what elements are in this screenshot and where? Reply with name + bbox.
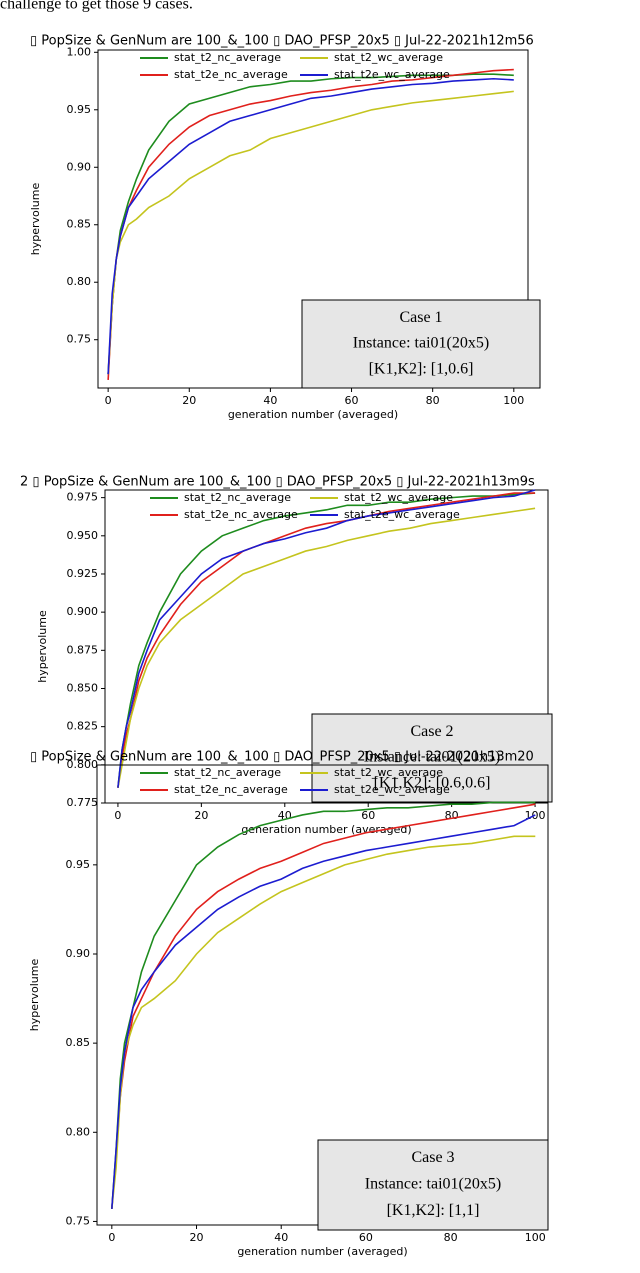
x-tick-label: 0 <box>114 809 121 822</box>
caption-fragment: challenge to get those 9 cases. <box>0 0 193 13</box>
annotation-text: Instance: tai01(20x5) <box>365 1176 501 1193</box>
series-line <box>111 803 536 1210</box>
annotation-text: [K1,K2]: [1,1] <box>387 1202 480 1219</box>
annotation-box <box>311 713 553 803</box>
series-line <box>111 814 536 1210</box>
annotation-text: [K1,K2]: [0.6,0.6] <box>374 775 491 792</box>
y-tick-label: 0.90 <box>66 947 91 960</box>
y-axis-label: hypervolume <box>28 959 41 1032</box>
x-tick-label: 80 <box>444 1231 458 1244</box>
x-tick-label: 80 <box>426 394 440 407</box>
y-tick-label: 0.75 <box>67 333 92 346</box>
legend-label: stat_t2_wc_average <box>334 51 443 64</box>
annotation-text: Instance: tai01(20x5) <box>364 749 500 766</box>
series-line <box>117 489 536 788</box>
x-tick-label: 100 <box>525 1231 546 1244</box>
chart-title: 2 ▯ PopSize & GenNum are 100_&_100 ▯ DAO… <box>20 475 535 490</box>
annotation-text: Instance: tai01(20x5) <box>353 335 489 352</box>
y-tick-label: 0.85 <box>67 218 92 231</box>
y-axis-label: hypervolume <box>29 183 42 256</box>
y-tick-label: 0.80 <box>66 1125 91 1138</box>
series-line <box>111 835 536 1210</box>
x-tick-label: 20 <box>182 394 196 407</box>
annotation-box <box>317 1139 549 1231</box>
x-tick-label: 20 <box>194 809 208 822</box>
series-line <box>117 492 536 788</box>
y-tick-label: 0.95 <box>67 103 92 116</box>
x-tick-label: 60 <box>359 1231 373 1244</box>
x-tick-label: 40 <box>263 394 277 407</box>
series-line <box>107 77 514 375</box>
chart-title: ▯ PopSize & GenNum are 100_&_100 ▯ DAO_P… <box>30 750 534 765</box>
plot-frame <box>104 489 549 804</box>
y-tick-label: 0.900 <box>67 605 99 618</box>
y-tick-label: 0.90 <box>67 160 92 173</box>
legend-label: stat_t2e_nc_average <box>174 68 288 81</box>
series-line <box>117 492 536 788</box>
y-tick-label: 0.875 <box>67 643 99 656</box>
y-tick-label: 0.95 <box>66 858 91 871</box>
y-tick-label: 0.75 <box>66 1214 91 1227</box>
y-tick-label: 0.800 <box>67 758 99 771</box>
legend-label: stat_t2_wc_average <box>334 766 443 779</box>
y-axis-label: hypervolume <box>36 610 49 683</box>
y-tick-label: 0.950 <box>67 529 99 542</box>
legend-label: stat_t2e_nc_average <box>174 783 288 796</box>
chart-title: ▯ PopSize & GenNum are 100_&_100 ▯ DAO_P… <box>30 34 534 49</box>
x-tick-label: 0 <box>108 1231 115 1244</box>
y-tick-label: 0.85 <box>66 1036 91 1049</box>
x-tick-label: 20 <box>190 1231 204 1244</box>
annotation-text: Case 2 <box>410 723 453 740</box>
series-line <box>107 90 514 375</box>
x-axis-label: generation number (averaged) <box>237 1245 407 1258</box>
legend-label: stat_t2_nc_average <box>184 491 291 504</box>
x-tick-label: 60 <box>361 809 375 822</box>
x-tick-label: 0 <box>105 394 112 407</box>
annotation-box <box>301 299 541 389</box>
legend-label: stat_t2e_wc_average <box>334 68 450 81</box>
y-tick-label: 0.925 <box>67 567 99 580</box>
x-tick-label: 100 <box>503 394 524 407</box>
y-tick-label: 0.775 <box>67 796 99 809</box>
legend-label: stat_t2e_wc_average <box>334 783 450 796</box>
series-line <box>107 73 514 375</box>
y-tick-label: 0.975 <box>67 491 99 504</box>
annotation-text: [K1,K2]: [1,0.6] <box>369 361 474 378</box>
y-tick-label: 1.00 <box>67 45 92 58</box>
x-tick-label: 80 <box>445 809 459 822</box>
series-line <box>117 507 536 788</box>
annotation-text: Case 3 <box>411 1149 454 1166</box>
y-tick-label: 0.825 <box>67 720 99 733</box>
x-tick-label: 40 <box>274 1231 288 1244</box>
x-tick-label: 60 <box>345 394 359 407</box>
legend-label: stat_t2e_wc_average <box>344 508 460 521</box>
annotation-text: Case 1 <box>399 309 442 326</box>
legend-label: stat_t2_nc_average <box>174 766 281 779</box>
y-tick-label: 0.850 <box>67 681 99 694</box>
legend-label: stat_t2e_nc_average <box>184 508 298 521</box>
y-tick-label: 0.80 <box>67 275 92 288</box>
x-axis-label: generation number (averaged) <box>228 408 398 421</box>
legend-label: stat_t2_wc_average <box>344 491 453 504</box>
legend-label: stat_t2_nc_average <box>174 51 281 64</box>
